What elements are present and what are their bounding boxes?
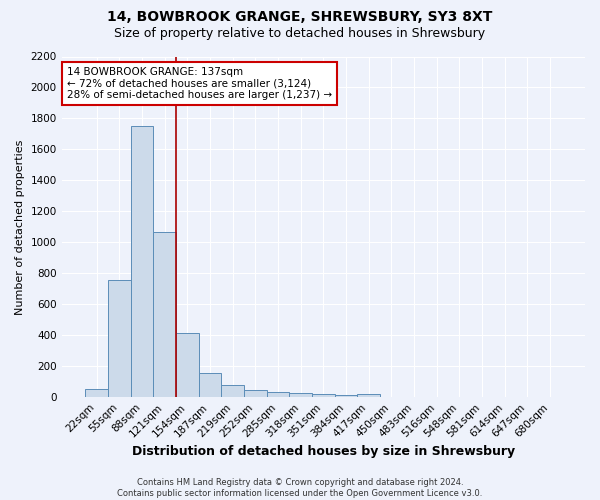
Bar bbox=[221, 385, 244, 397]
Bar bbox=[244, 390, 266, 397]
Bar bbox=[266, 392, 289, 397]
Bar bbox=[312, 394, 335, 397]
Y-axis label: Number of detached properties: Number of detached properties bbox=[15, 139, 25, 314]
Text: 14 BOWBROOK GRANGE: 137sqm
← 72% of detached houses are smaller (3,124)
28% of s: 14 BOWBROOK GRANGE: 137sqm ← 72% of deta… bbox=[67, 66, 332, 100]
Bar bbox=[131, 126, 154, 397]
Text: 14, BOWBROOK GRANGE, SHREWSBURY, SY3 8XT: 14, BOWBROOK GRANGE, SHREWSBURY, SY3 8XT bbox=[107, 10, 493, 24]
Text: Contains HM Land Registry data © Crown copyright and database right 2024.
Contai: Contains HM Land Registry data © Crown c… bbox=[118, 478, 482, 498]
Bar bbox=[199, 373, 221, 397]
X-axis label: Distribution of detached houses by size in Shrewsbury: Distribution of detached houses by size … bbox=[132, 444, 515, 458]
Bar bbox=[108, 280, 131, 397]
Text: Size of property relative to detached houses in Shrewsbury: Size of property relative to detached ho… bbox=[115, 28, 485, 40]
Bar bbox=[289, 394, 312, 397]
Bar bbox=[176, 333, 199, 397]
Bar bbox=[85, 388, 108, 397]
Bar bbox=[358, 394, 380, 397]
Bar bbox=[335, 396, 358, 397]
Bar bbox=[154, 232, 176, 397]
